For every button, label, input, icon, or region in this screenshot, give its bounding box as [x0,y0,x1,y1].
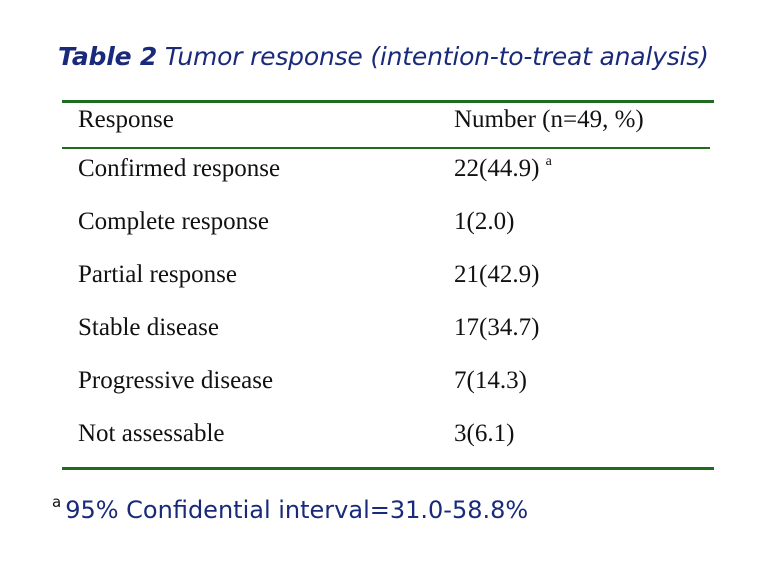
table-title-text: Tumor response (intention-to-treat analy… [164,42,709,71]
footnote-mark: a [52,493,62,511]
row-0-number: 22(44.9) a [454,153,552,183]
footnote-text: 95% Confidential interval=31.0-58.8% [65,496,529,524]
table-number-label: Table 2 [58,42,158,71]
row-2-response: Partial response [78,261,237,288]
row-4-response: Progressive disease [78,367,274,394]
row-1-number: 1(2.0) [454,208,515,235]
row-4-number: 7(14.3) [454,367,527,394]
footnote: a 95% Confidential interval=31.0-58.8% [52,493,529,524]
row-5-number: 3(6.1) [454,420,515,447]
row-0-response: Confirmed response [78,155,281,182]
top-rule [62,100,714,103]
table-title: Table 2 Tumor response (intention-to-tre… [58,42,709,71]
row-3-response: Stable disease [78,314,219,341]
header-rule [62,147,710,149]
row-3-number: 17(34.7) [454,314,540,341]
row-5-response: Not assessable [78,420,225,447]
row-0-footnote-mark: a [545,153,552,169]
row-0-number-value: 22(44.9) [454,155,540,182]
row-2-number: 21(42.9) [454,261,540,288]
bottom-rule [62,467,714,470]
row-1-response: Complete response [78,208,269,235]
header-response: Response [78,106,174,133]
header-number: Number (n=49, %) [454,106,644,133]
